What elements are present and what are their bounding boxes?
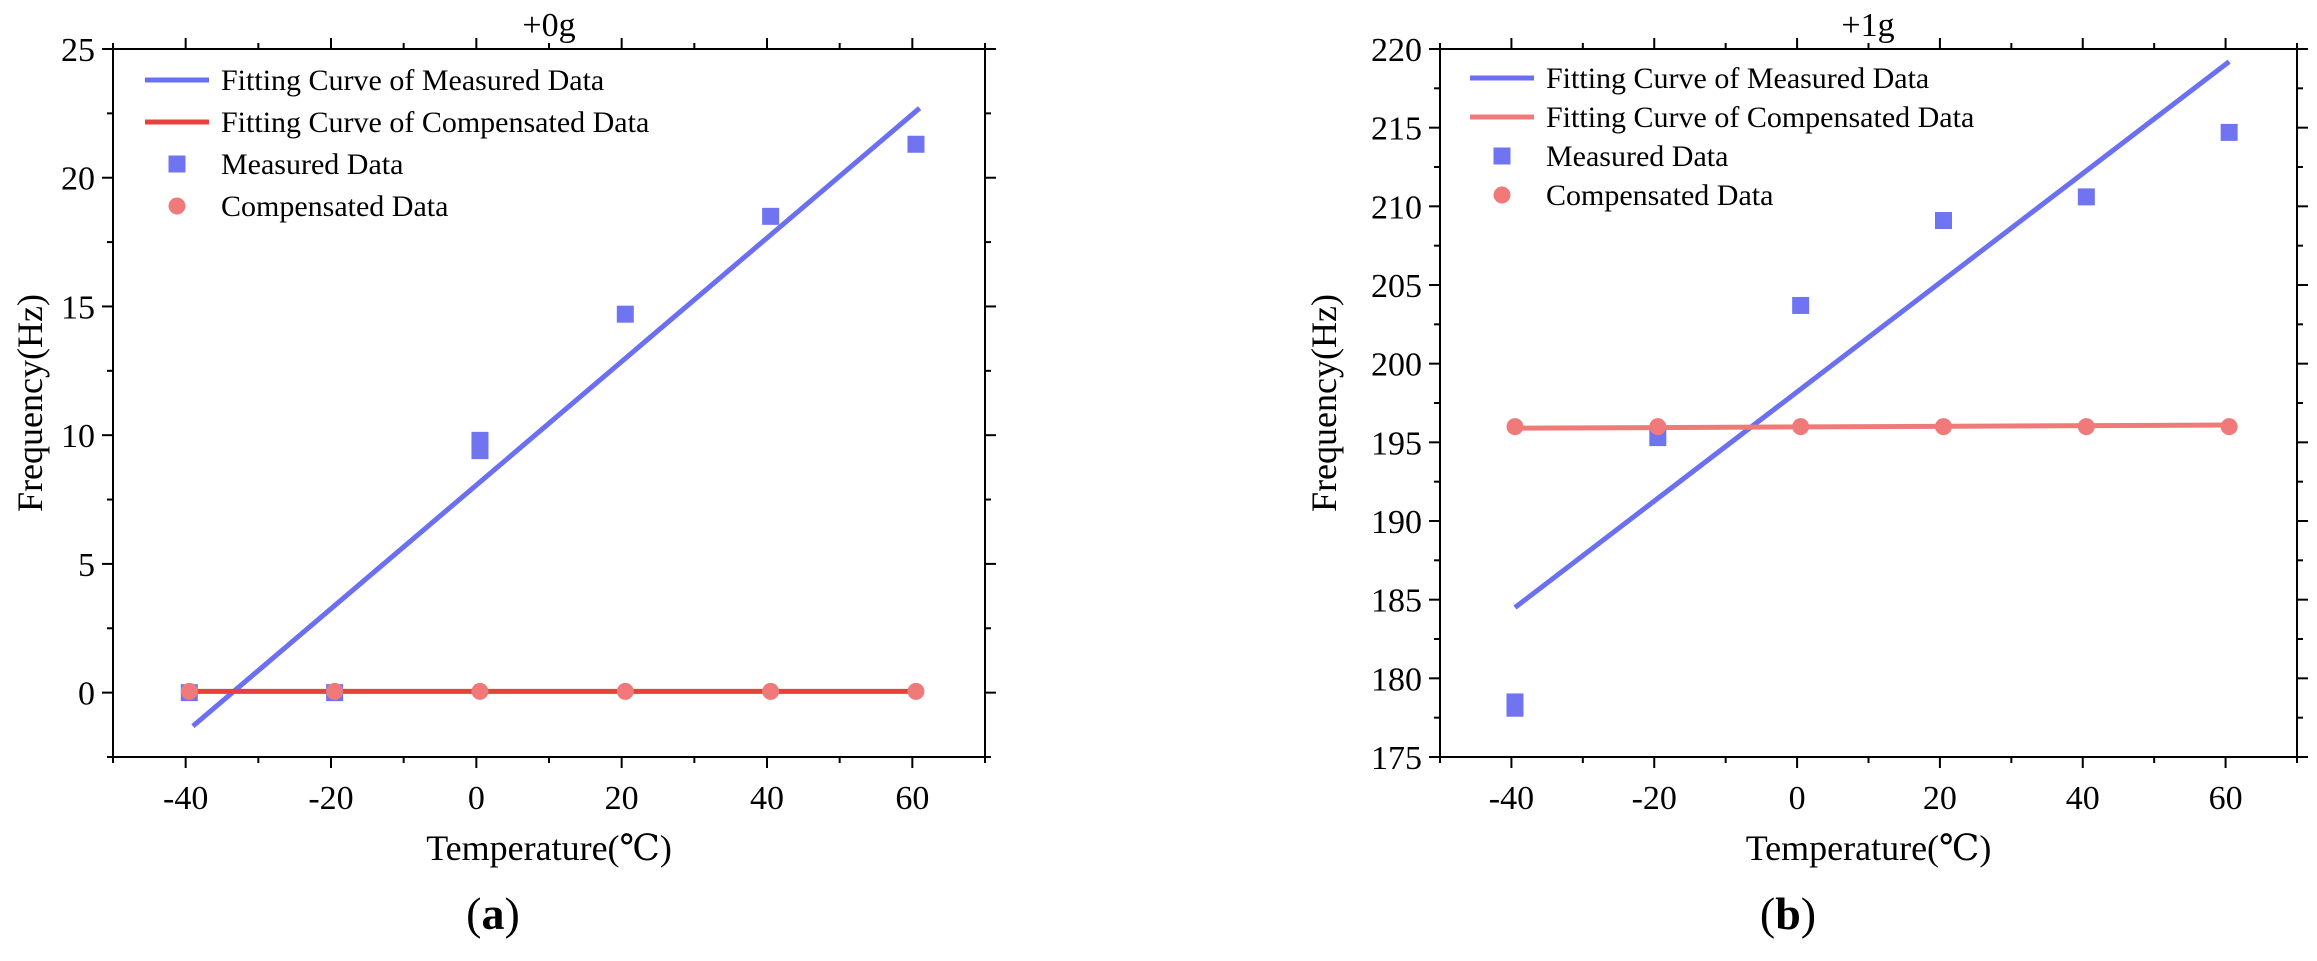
measured-point bbox=[762, 207, 780, 225]
y-tick-label: 10 bbox=[61, 418, 95, 455]
legend: Fitting Curve of Measured Data Fitting Cu… bbox=[1470, 62, 1974, 212]
y-tick-label: 175 bbox=[1371, 740, 1422, 777]
measured-point bbox=[907, 135, 925, 153]
legend-circle-swatch bbox=[1493, 186, 1511, 204]
compensated-point bbox=[1506, 418, 1524, 436]
legend-label: Fitting Curve of Compensated Data bbox=[221, 106, 649, 139]
compensated-point bbox=[907, 682, 925, 700]
x-tick-label: -40 bbox=[163, 780, 208, 817]
y-tick-label: 215 bbox=[1371, 111, 1422, 148]
x-tick-label: 40 bbox=[750, 780, 784, 817]
compensated-point bbox=[1934, 418, 1952, 436]
measured-point bbox=[1934, 211, 1952, 229]
legend-square-swatch bbox=[168, 155, 186, 173]
x-axis-label: Temperature(℃) bbox=[1746, 828, 1992, 868]
fit-line bbox=[1513, 59, 2231, 610]
measured-point bbox=[2220, 123, 2238, 141]
x-tick-label: 60 bbox=[895, 780, 929, 817]
compensated-point bbox=[180, 682, 198, 700]
chart-title: +1g bbox=[1841, 7, 1894, 44]
y-tick-label: 20 bbox=[61, 161, 95, 198]
y-tick-label: 5 bbox=[78, 547, 95, 584]
y-tick-label: 200 bbox=[1371, 347, 1422, 384]
y-tick-label: 190 bbox=[1371, 504, 1422, 541]
caption-a: (a) bbox=[466, 888, 520, 939]
legend-circle-swatch bbox=[168, 197, 186, 215]
y-tick-label: 210 bbox=[1371, 189, 1422, 226]
x-axis-label: Temperature(℃) bbox=[426, 828, 672, 868]
y-tick-label: 25 bbox=[61, 32, 95, 69]
y-axis-label: Frequency(Hz) bbox=[10, 294, 50, 512]
chart-panel-b: -40 -20 0 20 40 60 175 180 185 190 195 200 205 210 215… bbox=[1304, 7, 2308, 868]
fit-line bbox=[1514, 422, 2230, 431]
chart-panel-a: -40 -20 0 20 40 60 0 5 10 15 20 25 +0g Temperature(℃)… bbox=[10, 7, 996, 868]
legend-label: Fitting Curve of Measured Data bbox=[1546, 62, 1929, 95]
legend-label: Measured Data bbox=[1546, 140, 1728, 173]
y-axis-label: Frequency(Hz) bbox=[1304, 294, 1344, 512]
measured-point bbox=[2077, 188, 2095, 206]
x-tick-label: -20 bbox=[308, 780, 353, 817]
y-tick-label: 185 bbox=[1371, 583, 1422, 620]
y-tick-label: 15 bbox=[61, 289, 95, 326]
compensated-point bbox=[2220, 418, 2238, 436]
y-tick-label: 220 bbox=[1371, 32, 1422, 69]
caption-b: (b) bbox=[1759, 888, 1817, 939]
y-tick-label: 180 bbox=[1371, 661, 1422, 698]
legend-label: Fitting Curve of Compensated Data bbox=[1546, 101, 1974, 134]
y-tick-label: 0 bbox=[78, 676, 95, 713]
legend-label: Fitting Curve of Measured Data bbox=[221, 64, 604, 97]
x-tick-label: 20 bbox=[605, 780, 639, 817]
legend-square-swatch bbox=[1493, 147, 1511, 165]
legend-label: Measured Data bbox=[221, 148, 403, 181]
measured-point bbox=[1792, 296, 1810, 314]
fit-line bbox=[191, 106, 922, 729]
legend-label: Compensated Data bbox=[221, 190, 448, 223]
x-tick-label: -40 bbox=[1489, 780, 1534, 817]
compensated-point bbox=[616, 682, 634, 700]
compensated-point bbox=[2077, 418, 2095, 436]
x-tick-label: 60 bbox=[2209, 780, 2243, 817]
legend-label: Compensated Data bbox=[1546, 179, 1773, 212]
y-tick-label: 195 bbox=[1371, 425, 1422, 462]
compensated-point bbox=[326, 682, 344, 700]
compensated-point bbox=[471, 682, 489, 700]
compensated-point bbox=[1649, 418, 1667, 436]
x-tick-label: -20 bbox=[1632, 780, 1677, 817]
y-tick-label: 205 bbox=[1371, 268, 1422, 305]
x-tick-label: 40 bbox=[2066, 780, 2100, 817]
compensated-point bbox=[762, 682, 780, 700]
measured-point bbox=[1506, 693, 1524, 711]
legend: Fitting Curve of Measured Data Fitting Cu… bbox=[145, 64, 649, 223]
measured-point bbox=[616, 305, 634, 323]
chart-title: +0g bbox=[522, 7, 575, 44]
compensated-point bbox=[1792, 418, 1810, 436]
x-tick-label: 0 bbox=[1789, 780, 1806, 817]
measured-point bbox=[471, 431, 489, 449]
x-tick-label: 0 bbox=[468, 780, 485, 817]
x-tick-label: 20 bbox=[1923, 780, 1957, 817]
